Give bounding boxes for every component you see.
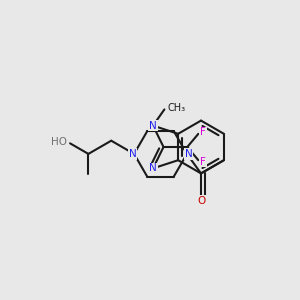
Text: CH₃: CH₃ [167, 103, 185, 113]
Text: N: N [149, 121, 157, 130]
Text: N: N [184, 149, 192, 159]
Text: O: O [197, 196, 205, 206]
Text: N: N [149, 164, 157, 173]
Text: F: F [200, 157, 206, 166]
Text: F: F [200, 128, 206, 137]
Text: N: N [129, 149, 136, 159]
Text: HO: HO [51, 137, 67, 147]
